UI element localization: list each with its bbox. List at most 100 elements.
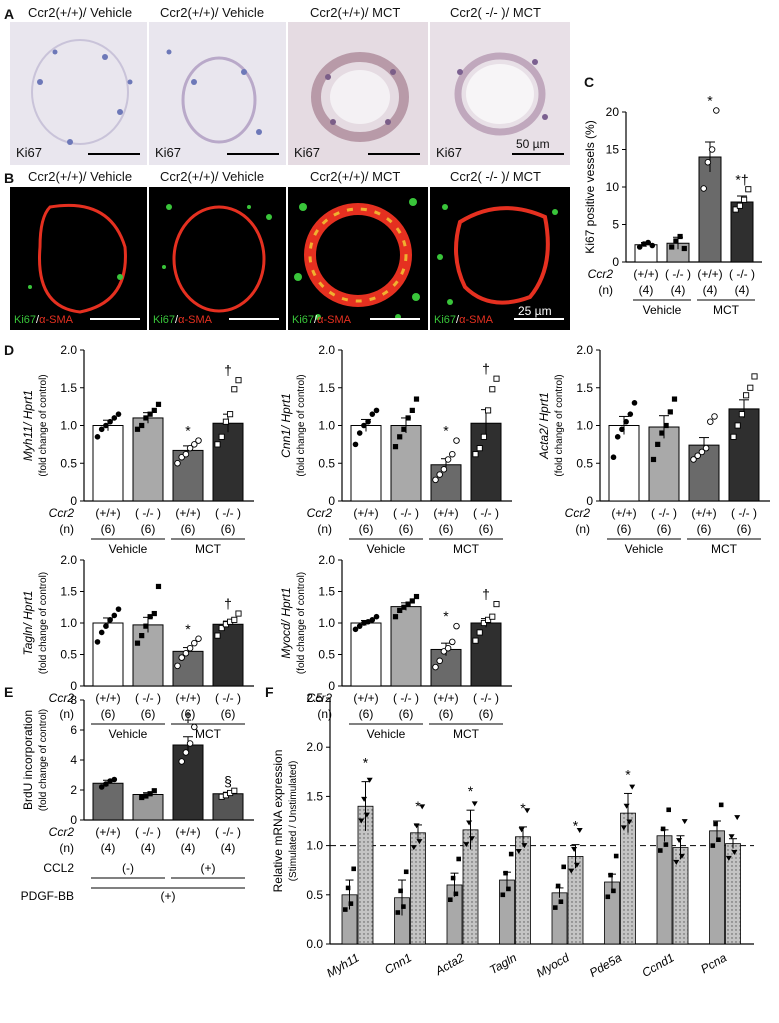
chart-d3: 0 0.5 1.0 1.5 2.0 Acta2/ Hprt1 (fold change of… <box>537 345 770 555</box>
data-point <box>493 601 500 608</box>
stain-label-ki67: Ki67 <box>294 145 321 160</box>
data-point <box>397 434 403 440</box>
n-label: (4) <box>735 283 750 297</box>
data-point <box>576 827 583 833</box>
data-point <box>736 202 743 209</box>
y-tick-label: 1.5 <box>306 789 323 803</box>
genotype-label: (+/+) <box>175 825 200 839</box>
chart-d2: 0 0.5 1.0 1.5 2.0 Cnn1/ Hprt1 (fold change of … <box>279 345 512 555</box>
data-point <box>453 891 459 897</box>
data-point <box>694 452 701 459</box>
scale-bar <box>370 318 420 320</box>
data-point <box>174 459 181 467</box>
y-tick-label: 0.5 <box>60 456 77 470</box>
y-tick-label: 1.0 <box>576 419 593 433</box>
n-label: (6) <box>359 707 374 721</box>
y-tick-label: 2.0 <box>306 740 323 754</box>
data-point <box>725 855 732 861</box>
group-label: MCT <box>713 303 740 317</box>
bar <box>608 425 640 502</box>
genotype-label: ( -/- ) <box>135 506 161 520</box>
genotype-label: (+/+) <box>433 691 458 705</box>
data-point <box>472 451 479 458</box>
panel-a-title-3: Ccr2(+/+)/ MCT <box>310 5 401 20</box>
bar <box>350 425 382 502</box>
y-tick-label: 2.0 <box>60 345 77 357</box>
data-point <box>573 862 580 868</box>
data-point <box>151 407 157 413</box>
chart-d5: 0 0.5 1.0 1.5 2.0 Myocd/ Hprt1 (fold change of… <box>279 553 512 741</box>
data-point <box>734 815 741 821</box>
data-point <box>734 422 741 429</box>
bar <box>515 836 531 945</box>
data-point <box>409 598 415 604</box>
data-point <box>139 633 145 639</box>
data-point <box>660 826 666 832</box>
stain-label-ki67: Ki67 <box>155 145 182 160</box>
y-tick-label: 0 <box>70 679 77 693</box>
data-point <box>182 749 190 756</box>
data-point <box>410 845 417 851</box>
data-point <box>608 872 613 878</box>
data-point <box>561 864 566 870</box>
data-point <box>629 784 636 790</box>
row-label-n: (n) <box>59 522 74 536</box>
data-point <box>440 648 448 655</box>
stain-label: Ki67/α-SMA <box>153 314 212 326</box>
bar <box>728 408 760 502</box>
panel-d-label: D <box>4 342 15 358</box>
micrograph-a2: Ki67 <box>149 22 286 165</box>
y-tick-label: 2.0 <box>318 345 335 357</box>
x-tick-label: Cnn1 <box>382 950 414 976</box>
ihc-image-a1 <box>31 39 133 145</box>
scale-bar <box>512 153 564 155</box>
chart-f: 0.0 0.5 1.0 1.5 2.0 2.5 Relative mRNA expressi… <box>271 692 754 980</box>
data-point <box>444 644 452 652</box>
y-axis-sublabel: (fold change of control) <box>38 572 49 674</box>
y-tick-label: 1.5 <box>60 381 77 395</box>
y-tick-label: 0.5 <box>306 888 323 902</box>
data-point <box>361 422 367 429</box>
genotype-label: (+/+) <box>95 506 120 520</box>
data-point <box>111 415 118 421</box>
row-label-n: (n) <box>59 841 74 855</box>
panel-b-title-4: Ccr2( -/- )/ MCT <box>450 169 541 184</box>
data-point <box>707 418 714 425</box>
data-point <box>751 373 758 380</box>
data-point <box>450 875 456 881</box>
bar <box>172 744 204 821</box>
y-tick-label: 1.0 <box>60 616 77 630</box>
micrograph-b1: Ki67/α-SMA <box>10 187 147 330</box>
panel-a-label: A <box>4 6 15 22</box>
data-point <box>463 842 470 848</box>
data-point <box>235 610 242 617</box>
chart-d4: 0 0.5 1.0 1.5 2.0 Tagln/ Hprt1 (fold change of… <box>21 553 254 741</box>
row-label-ccr2: Ccr2 <box>49 506 75 520</box>
y-axis-label: Ki67 positive vessels (%) <box>583 120 597 253</box>
genotype-label: ( -/- ) <box>651 506 677 520</box>
data-point <box>659 430 665 436</box>
data-point <box>669 244 675 250</box>
data-point <box>485 616 492 623</box>
bar <box>698 156 722 263</box>
data-point <box>667 409 673 415</box>
data-point <box>352 441 359 448</box>
y-tick-label: 0 <box>612 255 619 269</box>
y-tick-label: 1.5 <box>60 585 77 599</box>
n-label: (6) <box>479 522 494 536</box>
y-tick-label: 0 <box>328 679 335 693</box>
scale-bar <box>227 153 279 155</box>
data-point <box>730 433 737 440</box>
data-point <box>398 888 403 894</box>
data-point <box>655 441 661 447</box>
data-point <box>401 604 407 610</box>
data-point <box>369 617 376 623</box>
data-point <box>658 848 663 853</box>
genotype-label: ( -/- ) <box>215 825 241 839</box>
panel-b-label: B <box>4 170 15 186</box>
data-point <box>489 613 496 620</box>
data-point <box>713 107 720 114</box>
data-point <box>610 454 617 461</box>
data-point <box>174 662 181 670</box>
n-label: (4) <box>639 283 654 297</box>
